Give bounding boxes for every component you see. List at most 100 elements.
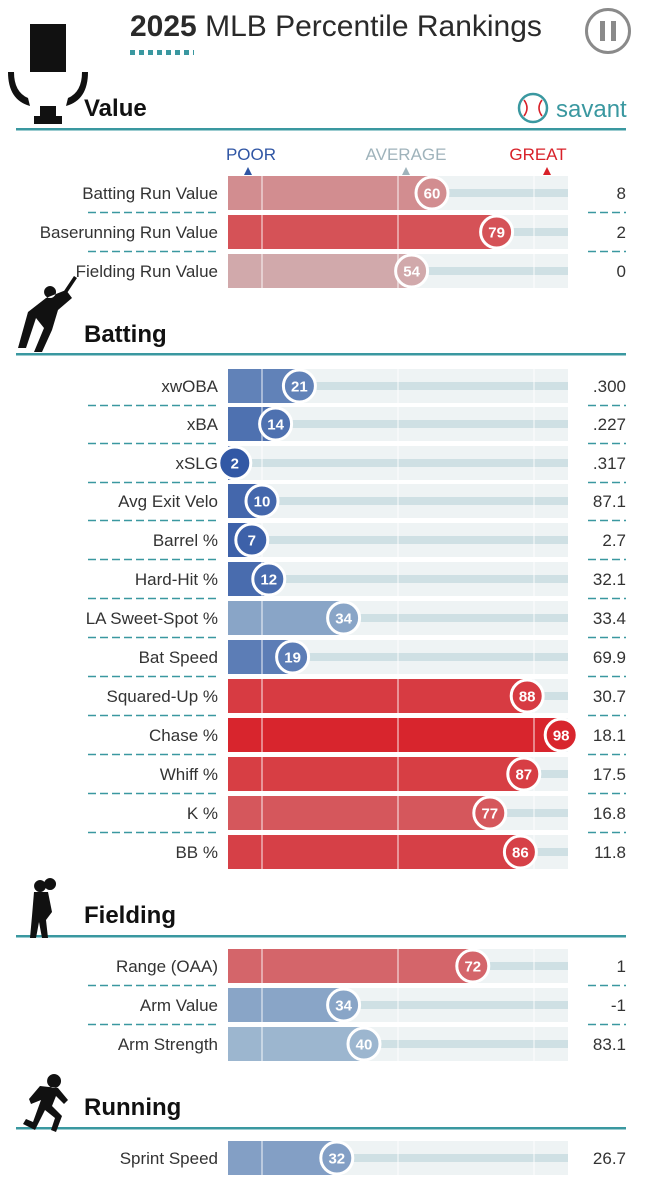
percentile-badge (543, 717, 579, 753)
bar-track (306, 653, 568, 661)
section-divider (16, 353, 626, 356)
percentile-badge (326, 987, 362, 1023)
metric-row[interactable]: 32 Sprint Speed 26.7 (120, 1140, 626, 1176)
bar-track (248, 459, 569, 467)
percentile-bar (228, 601, 344, 635)
percentile-value: 40 (356, 1037, 373, 1054)
metric-label: Batting Run Value (82, 184, 218, 203)
metric-label: Avg Exit Velo (118, 492, 218, 511)
percentile-value: 88 (519, 689, 536, 706)
metric-label: LA Sweet-Spot % (86, 609, 218, 628)
bar-track (265, 536, 568, 544)
metric-row[interactable]: 98 Chase % 18.1 (88, 717, 626, 756)
metric-row[interactable]: 34 LA Sweet-Spot % 33.4 (86, 600, 626, 639)
percentile-badge (455, 948, 491, 984)
metric-row[interactable]: 10 Avg Exit Velo 87.1 (88, 483, 626, 522)
percentile-bar (228, 988, 344, 1022)
metric-row[interactable]: 14 xBA .227 (88, 406, 626, 445)
header: 2025 MLB Percentile Rankings (0, 0, 650, 70)
pause-icon (600, 21, 605, 41)
bar-track (313, 382, 568, 390)
metric-value: 8 (617, 184, 626, 203)
percentile-bar (228, 215, 497, 249)
percentile-value: 21 (291, 379, 308, 396)
metric-value: 26.7 (593, 1149, 626, 1168)
percentile-badge (479, 214, 515, 250)
metric-row[interactable]: 12 Hard-Hit % 32.1 (88, 561, 626, 600)
metric-row[interactable]: 19 Bat Speed 69.9 (88, 639, 626, 678)
metric-row[interactable]: 40 Arm Strength 83.1 (118, 1026, 626, 1062)
section-divider (16, 935, 626, 938)
metric-row[interactable]: 2 xSLG .317 (88, 445, 626, 484)
percentile-bar (228, 176, 432, 210)
percentile-value: 19 (284, 650, 301, 667)
metric-label: Sprint Speed (120, 1149, 218, 1168)
bar-track (282, 575, 568, 583)
percentile-bar (228, 949, 473, 983)
percentile-badge (281, 368, 317, 404)
metric-value: 1 (617, 957, 626, 976)
metric-row[interactable]: 21 xwOBA .300 (88, 368, 626, 407)
metric-row[interactable]: 72 Range (OAA) 1 (88, 948, 626, 987)
metric-value: 11.8 (594, 843, 626, 862)
metric-row[interactable]: 87 Whiff % 17.5 (88, 756, 626, 795)
metric-value: 32.1 (593, 570, 626, 589)
percentile-badge (258, 406, 294, 442)
percentile-badge (234, 522, 270, 558)
scale-great-label: GREAT (509, 145, 566, 164)
metric-value: 18.1 (593, 726, 626, 745)
savant-label: savant (556, 96, 627, 123)
section-fielding: Fielding 72 Range (OAA) 1 34 Arm Value -1 40 Arm… (16, 878, 626, 1062)
metric-row[interactable]: 86 BB % 11.8 (175, 834, 626, 870)
bar-track (357, 1001, 568, 1009)
percentile-badge (217, 445, 253, 481)
trophy-icon (8, 24, 88, 124)
percentile-badge (472, 795, 508, 831)
metric-label: Barrel % (153, 531, 218, 550)
metric-row[interactable]: 54 Fielding Run Value 0 (76, 253, 626, 289)
metric-row[interactable]: 77 K % 16.8 (88, 795, 626, 834)
savant-brand[interactable] (517, 92, 549, 124)
pause-button[interactable] (585, 8, 631, 54)
percentile-badge (394, 253, 430, 289)
percentile-badge (509, 678, 545, 714)
bar-track (446, 189, 568, 197)
percentile-value: 86 (512, 845, 529, 862)
percentile-bar (228, 1141, 337, 1175)
metric-label: Range (OAA) (116, 957, 218, 976)
metric-value: .317 (593, 454, 626, 473)
percentile-bar (228, 254, 412, 288)
metric-label: Arm Strength (118, 1035, 218, 1054)
metric-row[interactable]: 79 Baserunning Run Value 2 (40, 214, 626, 253)
percentile-value: 34 (335, 611, 352, 628)
metric-row[interactable]: 7 Barrel % 2.7 (88, 522, 626, 561)
section-value: Value 60 Batting Run Value 8 79 Baserunning R… (8, 24, 626, 289)
metric-value: 0 (617, 262, 626, 281)
metric-row[interactable]: 34 Arm Value -1 (88, 987, 626, 1026)
percentile-value: 98 (553, 728, 570, 745)
metric-value: 69.9 (593, 648, 626, 667)
fielder-icon (30, 878, 57, 938)
percentile-value: 54 (403, 264, 420, 281)
metric-row[interactable]: 60 Batting Run Value 8 (82, 175, 626, 214)
percentile-value: 14 (267, 417, 284, 434)
metric-label: Baserunning Run Value (40, 223, 218, 242)
bar-track (425, 267, 568, 275)
metric-row[interactable]: 88 Squared-Up % 30.7 (88, 678, 626, 717)
percentile-value: 60 (424, 186, 441, 203)
bar-track (350, 1154, 568, 1162)
percentile-value: 72 (464, 959, 481, 976)
metric-label: xBA (187, 415, 219, 434)
metric-value: -1 (611, 996, 626, 1015)
percentile-value: 12 (260, 572, 277, 589)
scale-average-label: AVERAGE (366, 145, 447, 164)
section-title: Batting (84, 321, 167, 348)
section-title: Running (84, 1094, 181, 1121)
percentile-value: 7 (248, 533, 256, 550)
baseball-seams (523, 99, 543, 117)
metric-value: 83.1 (593, 1035, 626, 1054)
metric-label: Squared-Up % (106, 687, 218, 706)
bar-track (357, 614, 568, 622)
percentile-value: 34 (335, 998, 352, 1015)
